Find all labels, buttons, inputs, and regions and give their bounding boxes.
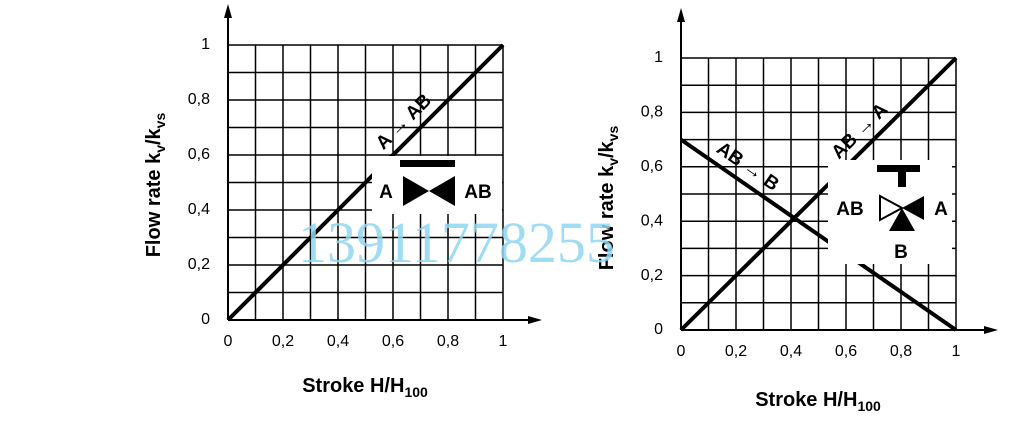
- y-tick-label: 0,4: [188, 201, 210, 218]
- axis-title-part: v: [152, 145, 168, 153]
- y-axis-arrow: [677, 8, 685, 22]
- y-tick-label: 1: [201, 36, 210, 53]
- x-tick-label: 1: [499, 333, 508, 350]
- valve-icon: AB A B: [828, 160, 952, 264]
- port-label: AB: [836, 199, 863, 220]
- y-tick-label: 0,8: [188, 91, 210, 108]
- x-tick-label: 0,8: [437, 333, 459, 350]
- grids: [224, 4, 998, 334]
- series-line: [679, 137, 958, 332]
- watermark: 13911778255: [298, 210, 615, 275]
- x-tick-label: 0,2: [725, 343, 747, 360]
- series-line: [226, 43, 505, 322]
- y-axis-title: Flow rate kv/kvs: [143, 113, 168, 258]
- axis-title-part: v: [605, 158, 621, 166]
- y-tick-label: 0,4: [641, 212, 663, 229]
- x-tick-label: 1: [952, 343, 961, 360]
- y-tick-label: 0,8: [641, 104, 663, 121]
- port-label: AB: [464, 182, 491, 203]
- axis-title-part: Flow rate k: [596, 165, 618, 270]
- icon-triangle: [429, 176, 455, 206]
- axis-title-part: 100: [404, 384, 428, 400]
- icon-stem: [898, 165, 906, 187]
- y-tick-label: 0: [201, 311, 210, 328]
- y-tick-label: 0: [654, 321, 663, 338]
- lines: [226, 43, 958, 332]
- y-axis-arrow: [224, 4, 232, 18]
- y-tick-label: 1: [654, 49, 663, 66]
- axis-title-part: vs: [605, 126, 621, 142]
- x-axis-title: Stroke H/H100: [755, 389, 881, 414]
- port-label: B: [894, 242, 908, 263]
- y-tick-label: 0,6: [641, 158, 663, 175]
- icon-stem: [400, 160, 455, 167]
- axis-title-part: Stroke H/H: [755, 389, 857, 411]
- x-tick-label: 0,4: [780, 343, 802, 360]
- x-tick-label: 0,8: [890, 343, 912, 360]
- x-tick-label: 0,4: [327, 333, 349, 350]
- x-axis-arrow: [984, 326, 998, 334]
- axis-title-part: /k: [143, 127, 165, 145]
- x-axis-arrow: [528, 316, 542, 324]
- x-tick-label: 0: [677, 343, 686, 360]
- y-tick-label: 0,6: [188, 146, 210, 163]
- y-tick-label: 0,2: [188, 256, 210, 273]
- valve-icon: A AB: [372, 156, 502, 214]
- axis-title-part: 100: [857, 398, 881, 414]
- x-axis-title: Stroke H/H100: [302, 375, 428, 400]
- x-tick-label: 0: [224, 333, 233, 350]
- axis-title-part: Flow rate k: [143, 152, 165, 257]
- x-tick-label: 0,6: [835, 343, 857, 360]
- port-label: A: [934, 199, 948, 220]
- icon-triangle: [902, 196, 924, 220]
- port-label: A: [379, 182, 393, 203]
- y-tick-label: 0,2: [641, 267, 663, 284]
- y-axis-title: Flow rate kv/kvs: [596, 126, 621, 271]
- icon-triangle: [889, 208, 915, 231]
- icon-triangle: [879, 194, 905, 222]
- icon-triangle: [403, 176, 429, 206]
- axis-title-part: vs: [152, 113, 168, 129]
- axis-title-part: /k: [596, 140, 618, 158]
- x-tick-label: 0,2: [272, 333, 294, 350]
- series-line: [679, 56, 958, 332]
- x-tick-label: 0,6: [382, 333, 404, 350]
- axis-title-part: Stroke H/H: [302, 375, 404, 397]
